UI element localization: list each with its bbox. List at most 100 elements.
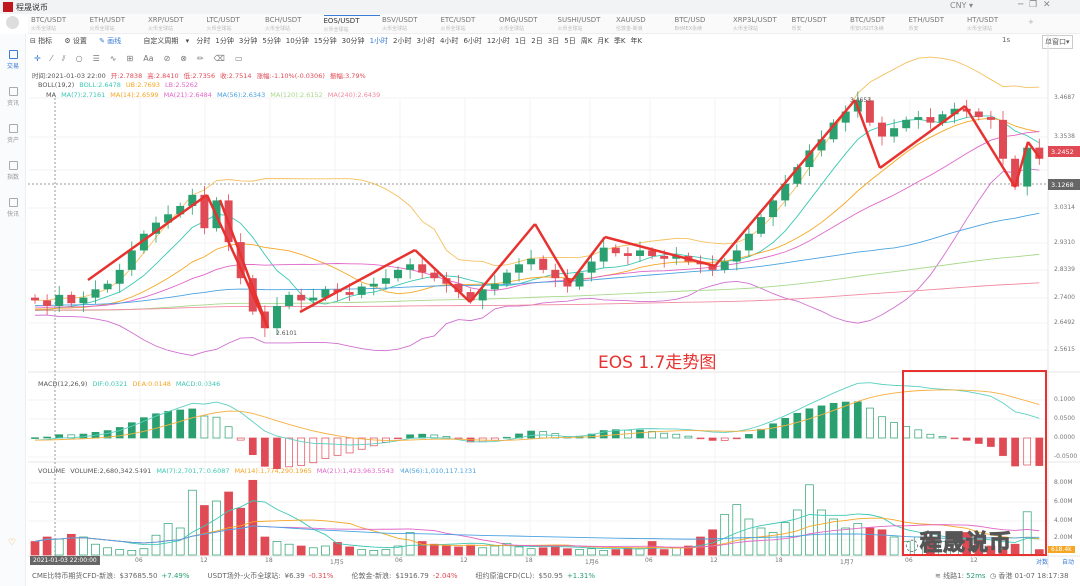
candle[interactable] (466, 292, 475, 301)
candle[interactable] (285, 294, 294, 306)
candle[interactable] (1023, 147, 1032, 187)
candle[interactable] (793, 167, 802, 184)
candle[interactable] (587, 261, 596, 273)
candle[interactable] (430, 272, 439, 279)
candle[interactable] (648, 250, 657, 256)
lock-tool-icon[interactable]: ⊗ (180, 54, 187, 63)
timeframe-7[interactable]: 1小时 (369, 37, 389, 45)
candle[interactable] (563, 278, 572, 287)
ticker-item[interactable]: USDT场外-火币全球站: ¥6.39 -0.31% (208, 572, 338, 580)
candle[interactable] (890, 128, 899, 137)
tab-xrp3l-usdt[interactable]: XRP3L/USDT 火币全球站 (733, 15, 789, 34)
candle[interactable] (769, 200, 778, 218)
candle[interactable] (478, 289, 487, 301)
candle[interactable] (79, 297, 88, 304)
eraser-tool-icon[interactable]: ⌫ (213, 54, 225, 63)
timeframe-8[interactable]: 2小时 (393, 37, 412, 45)
candle[interactable] (200, 194, 209, 229)
candle[interactable] (369, 283, 378, 287)
tab-btc-usdt[interactable]: BTC/USDT 币安 (792, 15, 848, 34)
close-button[interactable]: ✕ (1042, 0, 1051, 10)
tab-sushi-usdt[interactable]: SUSHI/USDT 火币全球站 (558, 15, 614, 34)
restore-button[interactable]: ❐ (1029, 0, 1038, 10)
tab-etc-usdt[interactable]: ETC/USDT 火币全球站 (441, 15, 497, 34)
tab-btc-usdt[interactable]: BTC/USDT 火币全球站 (31, 15, 87, 34)
tab-ltc-usdt[interactable]: LTC/USDT 火币全球站 (207, 15, 263, 34)
candle[interactable] (938, 114, 947, 123)
candle[interactable] (878, 122, 886, 137)
timeframe-16[interactable]: 5日 (564, 37, 576, 45)
candle[interactable] (575, 272, 584, 287)
delete-tool-icon[interactable]: ▭ (234, 54, 243, 63)
candle[interactable] (781, 183, 790, 201)
candle[interactable] (31, 297, 39, 301)
tab-xrp-usdt[interactable]: XRP/USDT 火币全球站 (148, 15, 204, 34)
timeframe-15[interactable]: 3日 (547, 37, 560, 45)
timeframe-13[interactable]: 1日 (514, 37, 527, 45)
candle[interactable] (623, 253, 632, 256)
layout-select[interactable]: 单窗口▾ (1042, 35, 1073, 49)
candle[interactable] (926, 117, 935, 123)
timeframe-0[interactable]: 分时 (196, 37, 211, 45)
magnet-tool-icon[interactable]: ⊘ (163, 54, 171, 63)
timeframe-10[interactable]: 4小时 (439, 37, 459, 45)
candle[interactable] (345, 292, 354, 295)
candle[interactable] (1035, 147, 1044, 159)
candle[interactable] (599, 247, 608, 262)
wave-tool-icon[interactable]: ∿ (109, 54, 117, 63)
candle[interactable] (757, 217, 765, 234)
settings-button[interactable]: ⚙ 设置 (64, 37, 87, 45)
candle[interactable] (515, 264, 523, 273)
timeframe-19[interactable]: 季K (613, 37, 626, 45)
candle[interactable] (357, 286, 366, 295)
candle[interactable] (527, 258, 536, 265)
ticker-item[interactable]: 纽约原油CFD(CL): $50.95 +1.31% (476, 572, 600, 580)
timeframe-6[interactable]: 30分钟 (341, 37, 365, 45)
candle[interactable] (91, 289, 100, 298)
candle[interactable] (176, 205, 185, 215)
candle[interactable] (103, 283, 112, 290)
candle[interactable] (950, 108, 959, 115)
sidebar-item-4[interactable]: 快讯 (2, 198, 24, 218)
timeframe-20[interactable]: 年K (630, 37, 643, 45)
fib-tool-icon[interactable]: ☰ (92, 54, 100, 63)
candle[interactable] (744, 233, 753, 251)
candle[interactable] (611, 247, 620, 254)
candle[interactable] (986, 117, 995, 120)
line-tool-icon[interactable]: ⁄ (50, 54, 53, 63)
line-label[interactable]: 线路1: (943, 572, 964, 580)
candle[interactable] (490, 283, 499, 290)
candle[interactable] (273, 305, 281, 329)
candle[interactable] (115, 269, 124, 284)
currency-select[interactable]: CNY ▾ (950, 1, 974, 10)
tab-bch-usdt[interactable]: BCH/USDT 火币全球站 (265, 15, 321, 34)
text-tool-icon[interactable]: Aa (143, 54, 154, 63)
candle[interactable] (55, 294, 64, 306)
tab-eth-usdt[interactable]: ETH/USDT 币安 (909, 15, 965, 34)
timeframe-4[interactable]: 10分钟 (285, 37, 309, 45)
candle[interactable] (418, 264, 427, 273)
candle[interactable] (636, 250, 644, 256)
drawing-button[interactable]: ✎ 画线 (99, 37, 122, 45)
tab-bsv-usdt[interactable]: BSV/USDT 火币全球站 (382, 15, 438, 34)
tab-xauusd[interactable]: XAUUSD 伦敦金·新浪 (616, 15, 672, 34)
candle[interactable] (902, 119, 911, 129)
candle[interactable] (502, 272, 511, 284)
tab-eth-usdt[interactable]: ETH/USDT 火币全球站 (90, 15, 146, 34)
rect-tool-icon[interactable]: ⊞ (126, 54, 134, 63)
candle[interactable] (551, 269, 560, 279)
candle[interactable] (152, 222, 160, 234)
sidebar-item-1[interactable]: 资讯 (2, 87, 24, 107)
timeframe-9[interactable]: 3小时 (416, 37, 435, 45)
candle[interactable] (732, 250, 741, 262)
timeframe-1[interactable]: 1分钟 (215, 37, 234, 45)
boll-label[interactable]: BOLL(19,2) (38, 81, 75, 89)
timeframe-17[interactable]: 周K (580, 37, 593, 45)
macd-label[interactable]: MACD(12,26,9) (38, 380, 88, 388)
candle[interactable] (1011, 158, 1020, 187)
candle[interactable] (67, 294, 76, 304)
ma-label[interactable]: MA (46, 91, 57, 99)
timeframe-14[interactable]: 2日 (531, 37, 543, 45)
ticker-item[interactable]: CME比特币期货CFD-新浪: $37685.50 +7.49% (32, 572, 194, 580)
